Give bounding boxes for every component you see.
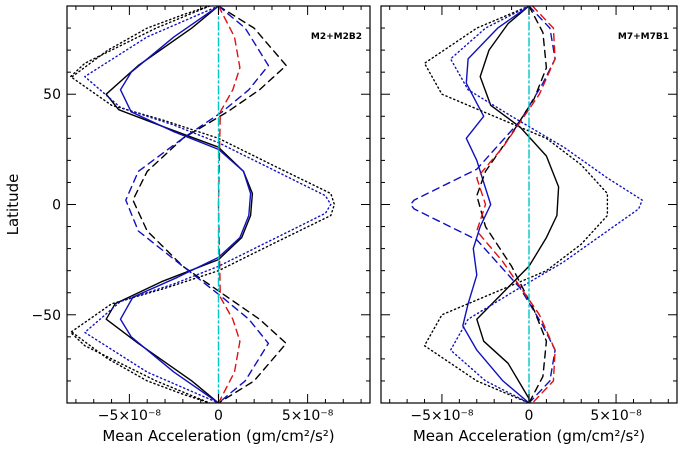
series-line-total: [105, 6, 254, 403]
series-group: [69, 6, 336, 403]
series-line-dashed-black: [132, 6, 287, 403]
series-line-dotted-blue: [449, 6, 643, 403]
y-tick-label: 50: [43, 87, 61, 103]
series-line-dotted-wide: [69, 6, 336, 403]
x-tick-label: 0: [214, 408, 223, 424]
x-tick-label: 5×10⁻⁸: [590, 408, 642, 424]
x-tick-label: 0: [525, 408, 534, 424]
series-line-dashed-black: [476, 6, 548, 403]
series-line-total-blue: [119, 6, 252, 403]
series-line-total: [476, 6, 560, 403]
series-line-dotted-wide: [423, 6, 609, 403]
panel-title: M2+M2B2: [311, 32, 362, 42]
series-group: [409, 6, 643, 403]
x-axis-title: Mean Acceleration (gm/cm²/s²): [413, 427, 645, 445]
x-tick-label: −5×10⁻⁸: [98, 408, 162, 424]
series-line-dashed-blue: [125, 6, 270, 403]
x-tick-label: 5×10⁻⁸: [282, 408, 334, 424]
panel-title: M7+M7B1: [618, 32, 669, 42]
y-tick-label: 0: [52, 198, 61, 214]
x-axis-title: Mean Acceleration (gm/cm²/s²): [102, 427, 334, 445]
x-tick-label: −5×10⁻⁸: [410, 408, 474, 424]
series-line-dashed-blue: [409, 6, 556, 403]
series-line-dotted-blue: [84, 6, 332, 403]
series-line-dotted-outer-bottom: [71, 331, 211, 403]
left-panel: −5×10⁻⁸ 0 5×10⁻⁸ 50 0 −50 M2+M2B2 Mean Accelera…: [4, 5, 371, 445]
series-line-dashed-red: [476, 6, 556, 403]
y-axis-title: Latitude: [4, 174, 22, 236]
right-panel: −5×10⁻⁸ 0 5×10⁻⁸ M7+M7B1 Mean Acceleration (…: [380, 5, 678, 445]
series-line-dotted-outer: [71, 6, 211, 78]
series-line-dashed-red: [217, 6, 241, 403]
series-line-total-blue: [462, 6, 530, 403]
y-tick-label: −50: [31, 308, 61, 324]
